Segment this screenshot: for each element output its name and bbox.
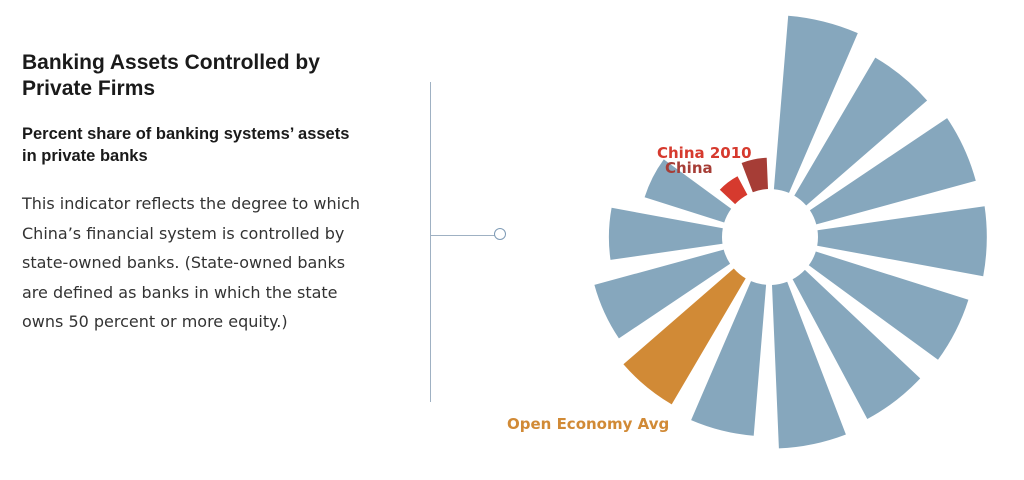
description-line-2: China’s financial system is controlled b… (22, 223, 345, 243)
label-china-2010: China 2010 (657, 144, 752, 162)
bar-economy-2[interactable] (794, 57, 928, 206)
bar-open-economy-avg[interactable] (623, 268, 746, 405)
chart-bars (594, 15, 987, 449)
description-line-5: owns 50 percent or more equity.) (22, 312, 288, 331)
chart-subtitle: Percent share of banking systems’ assets… (22, 123, 402, 167)
chart-labels: China 2010 China Open Economy Avg (507, 144, 752, 433)
bar-economy-6[interactable] (792, 269, 921, 419)
timeline-connector (430, 235, 496, 236)
chart-subtitle-line-2: in private banks (22, 147, 148, 165)
chart-subtitle-line-1: Percent share of banking systems’ assets (22, 125, 350, 143)
description-line-1: This indicator reflects the degree to wh… (22, 194, 361, 213)
bar-economy-7[interactable] (772, 281, 846, 449)
bar-economy-5[interactable] (808, 251, 969, 360)
bar-china-2010[interactable] (719, 176, 748, 205)
bar-economy-4[interactable] (817, 206, 987, 277)
chart-title: Banking Assets Controlled by Private Fir… (22, 50, 402, 102)
indicator-description: This indicator reflects the degree to wh… (22, 189, 402, 337)
bar-economy-1[interactable] (773, 15, 858, 193)
bar-economy-10[interactable] (594, 249, 731, 339)
label-china: China (665, 159, 713, 177)
label-open-economy-avg: Open Economy Avg (507, 415, 669, 433)
description-line-3: state-owned banks. (State-owned banks (22, 253, 346, 272)
bar-economy-11[interactable] (608, 207, 723, 260)
timeline-track (430, 82, 431, 402)
description-line-4: are defined as banks in which the state (22, 282, 338, 302)
timeline-handle[interactable] (494, 228, 506, 240)
bar-china[interactable] (741, 157, 768, 193)
text-panel: Banking Assets Controlled by Private Fir… (22, 50, 402, 337)
chart-title-line-1: Banking Assets Controlled by (22, 51, 320, 74)
bar-economy-8[interactable] (691, 281, 767, 436)
bar-economy-12[interactable] (644, 159, 732, 223)
chart-title-line-2: Private Firms (22, 77, 156, 100)
bar-economy-3[interactable] (809, 118, 976, 225)
